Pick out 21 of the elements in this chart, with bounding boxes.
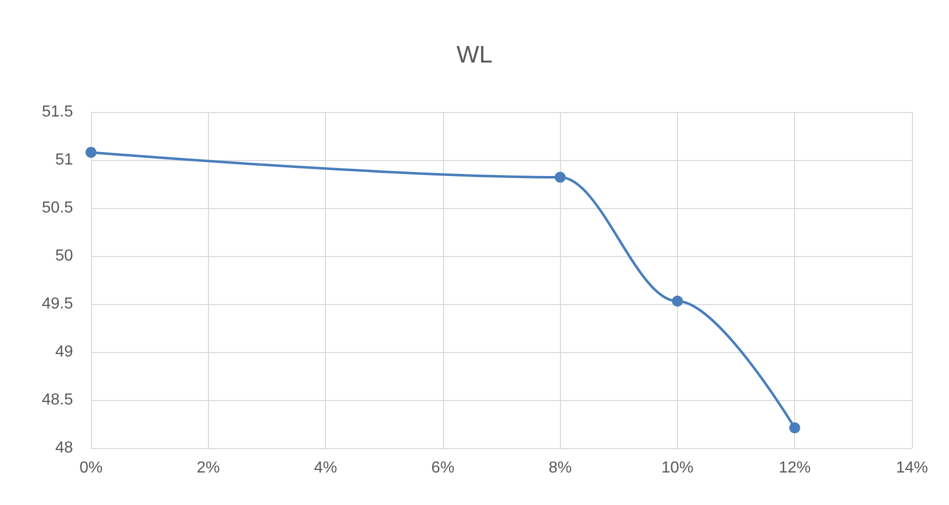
y-tick-label: 51 — [55, 152, 74, 168]
y-tick-label: 50.5 — [42, 200, 74, 216]
x-tick-label: 0% — [79, 460, 103, 476]
x-tick-label: 8% — [548, 460, 572, 476]
point — [672, 296, 683, 307]
point — [86, 146, 96, 158]
x-tick-label: 12% — [778, 460, 811, 476]
chart-title: WL — [456, 42, 492, 68]
x-tick-label: 4% — [314, 460, 338, 476]
x-tick-label: 10% — [661, 460, 694, 476]
point — [554, 172, 566, 183]
y-tick-label: 48.5 — [42, 392, 74, 408]
x-tick-label: 14% — [896, 460, 928, 476]
y-tick-label: 49 — [55, 344, 74, 360]
x-tick-label: 2% — [196, 460, 220, 476]
point — [789, 422, 800, 434]
y-tick-label: 48 — [55, 440, 74, 456]
y-tick-label: 50 — [55, 248, 74, 264]
x-tick-label: 6% — [431, 460, 454, 476]
y-tick-label: 49.5 — [42, 296, 74, 312]
y-tick-label: 51.5 — [42, 104, 74, 120]
